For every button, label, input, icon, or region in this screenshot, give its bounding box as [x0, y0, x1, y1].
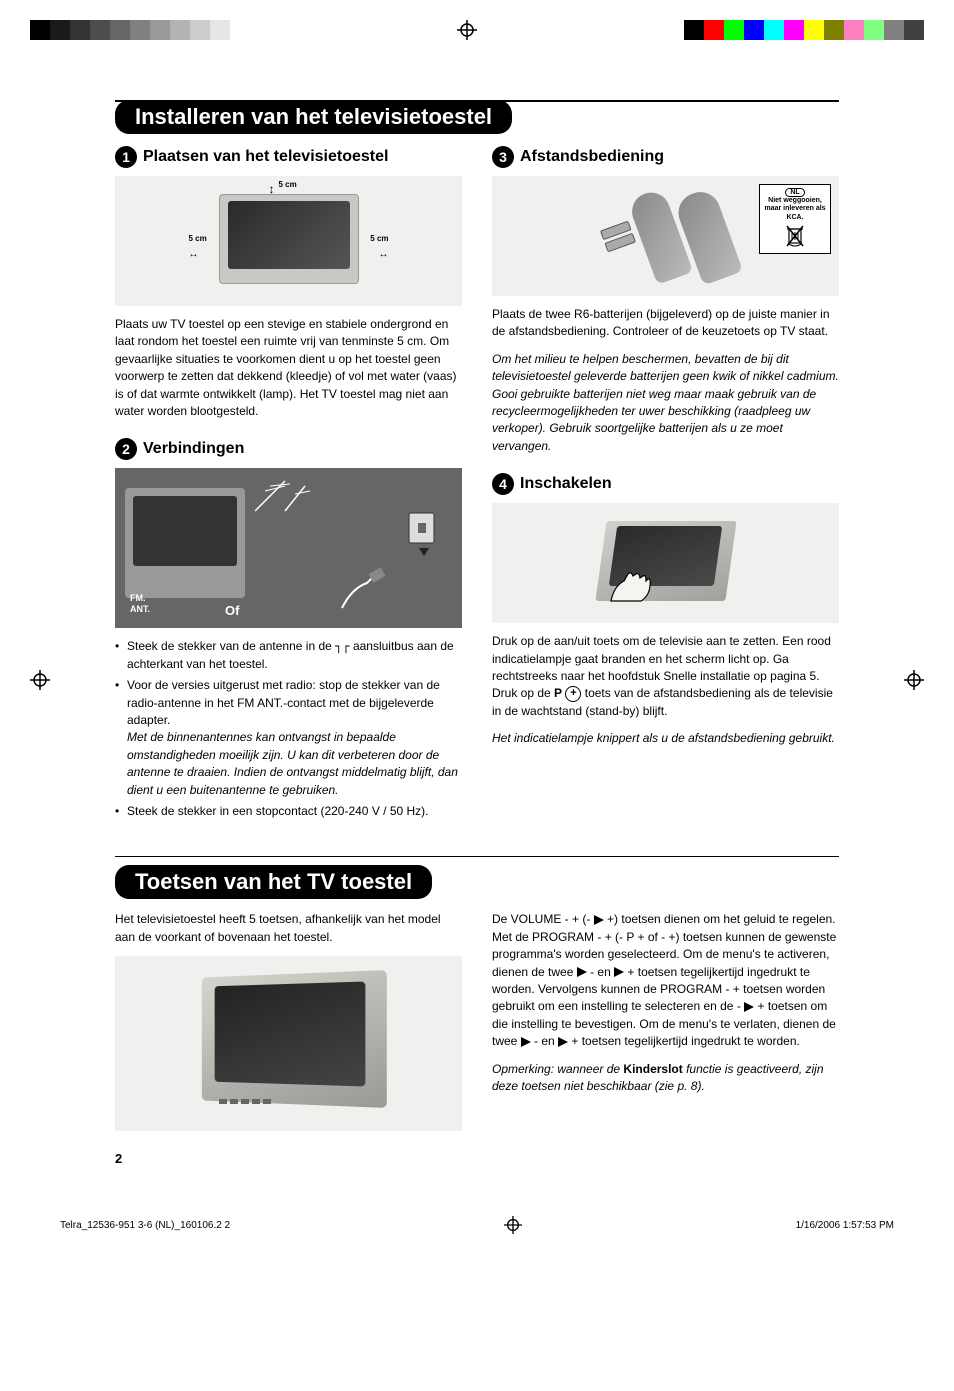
heading-remote: 3 Afstandsbediening: [492, 146, 839, 168]
printer-color-bar: [0, 20, 954, 40]
recycle-bin-icon: [785, 224, 805, 248]
text-power-on-italic: Het indicatielampje knippert als u de af…: [492, 730, 839, 747]
illustration-tv-placement: 5 cm 5 cm 5 cm ↕ ↔ ↔: [115, 176, 462, 306]
bullet-antenna: Steek de stekker van de antenne in de ┐┌…: [115, 638, 462, 673]
text-buttons-intro: Het televisietoestel heeft 5 toetsen, af…: [115, 911, 462, 946]
heading-connections: 2 Verbindingen: [115, 438, 462, 460]
registration-mark-top: [457, 20, 477, 40]
illustration-remote: NL Niet weggooien, maar inleveren als KC…: [492, 176, 839, 296]
triangle-icon: [594, 915, 604, 925]
triangle-icon: [744, 1002, 754, 1012]
page-number: 2: [115, 1151, 839, 1166]
footer-timestamp: 1/16/2006 1:57:53 PM: [796, 1220, 894, 1231]
heading-remote-text: Afstandsbediening: [520, 148, 664, 166]
footer: Telra_12536-951 3-6 (NL)_160106.2 2 1/16…: [0, 1216, 954, 1234]
text-buttons-note: Opmerking: wanneer de Kinderslot functie…: [492, 1061, 839, 1096]
hand-icon: [606, 566, 666, 606]
page-content: Installeren van het televisietoestel 1 P…: [0, 100, 954, 1166]
footer-filename: Telra_12536-951 3-6 (NL)_160106.2 2: [60, 1220, 230, 1231]
heading-placement-text: Plaatsen van het televisietoestel: [143, 148, 388, 166]
connection-bullets: Steek de stekker van de antenne in de ┐┌…: [115, 638, 462, 820]
step-number-3: 3: [492, 146, 514, 168]
illustration-tv-buttons: [115, 956, 462, 1131]
triangle-icon: [558, 1037, 568, 1047]
registration-mark-bottom: [504, 1216, 522, 1234]
kca-disposal-box: NL Niet weggooien, maar inleveren als KC…: [759, 184, 831, 254]
section-banner-install: Installeren van het televisietoestel: [115, 100, 512, 134]
step-number-4: 4: [492, 473, 514, 495]
section-banner-buttons: Toetsen van het TV toestel: [115, 865, 432, 899]
registration-mark-right: [904, 670, 924, 690]
step-number-1: 1: [115, 146, 137, 168]
step-number-2: 2: [115, 438, 137, 460]
triangle-icon: [577, 967, 587, 977]
p-plus-icon: +: [565, 686, 581, 702]
text-placement: Plaats uw TV toestel op een stevige en s…: [115, 316, 462, 420]
color-swatches: [684, 20, 924, 40]
bullet-radio: Voor de versies uitgerust met radio: sto…: [115, 677, 462, 799]
text-remote: Plaats de twee R6-batterijen (bijgelever…: [492, 306, 839, 341]
text-remote-italic: Om het milieu te helpen beschermen, beva…: [492, 351, 839, 455]
triangle-icon: [521, 1037, 531, 1047]
text-power-on: Druk op de aan/uit toets om de televisie…: [492, 633, 839, 720]
heading-power-on: 4 Inschakelen: [492, 473, 839, 495]
illustration-power-on: [492, 503, 839, 623]
heading-connections-text: Verbindingen: [143, 440, 244, 458]
heading-power-on-text: Inschakelen: [520, 475, 612, 493]
registration-mark-left: [30, 670, 50, 690]
illustration-connections: FM. ANT. Of: [115, 468, 462, 628]
bullet-power: Steek de stekker in een stopcontact (220…: [115, 803, 462, 820]
grayscale-swatches: [30, 20, 250, 40]
text-buttons-detail: De VOLUME - + (- +) toetsen dienen om he…: [492, 911, 839, 1050]
triangle-icon: [614, 967, 624, 977]
antenna-socket-icon: ┐┌: [335, 638, 349, 655]
heading-placement: 1 Plaatsen van het televisietoestel: [115, 146, 462, 168]
